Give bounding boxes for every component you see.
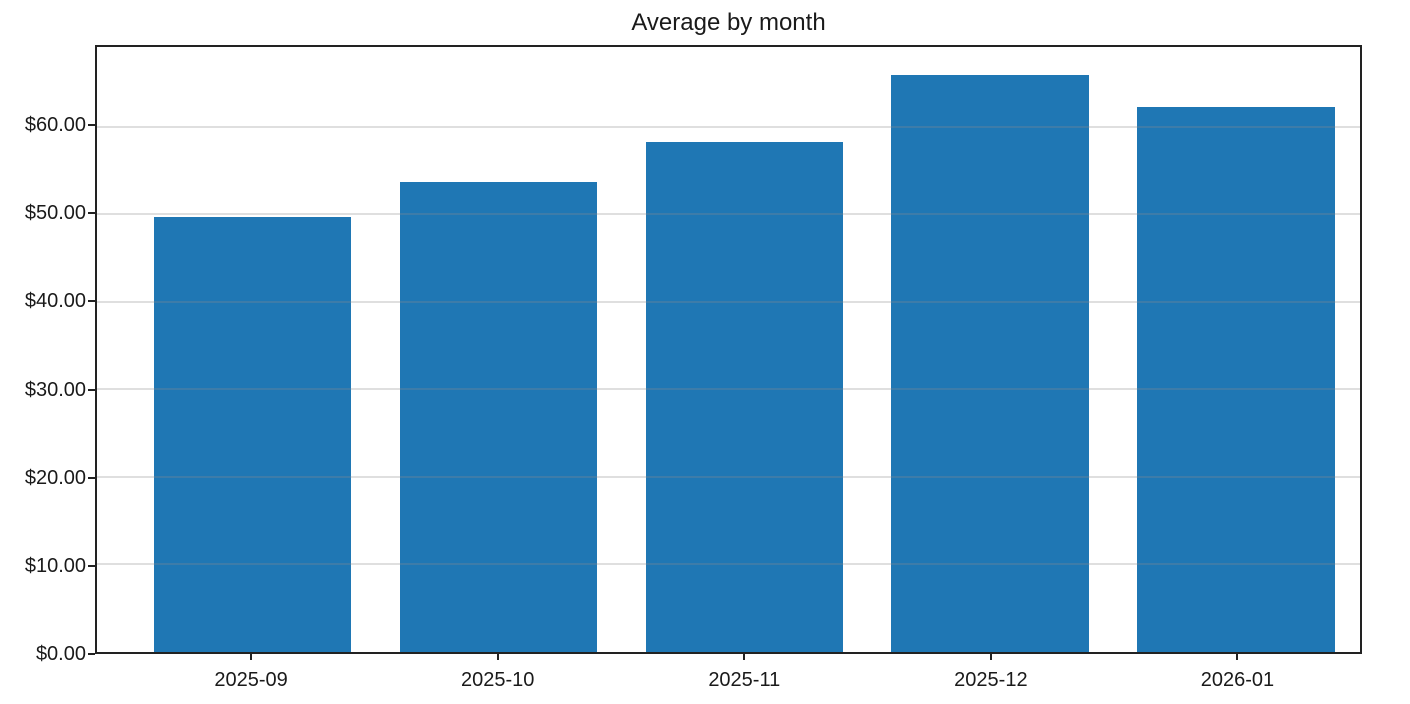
gridline — [97, 475, 1360, 478]
gridline — [97, 563, 1360, 566]
bar — [891, 75, 1089, 652]
x-tick-label: 2025-12 — [954, 669, 1028, 691]
bar — [399, 181, 598, 652]
gridline — [97, 213, 1360, 216]
y-tick-mark — [88, 124, 95, 127]
x-tick-label: 2025-11 — [708, 669, 781, 691]
y-tick-mark — [88, 388, 95, 391]
x-tick-label: 2025-09 — [214, 669, 288, 691]
x-tick-mark — [250, 654, 253, 660]
y-tick-mark — [88, 564, 95, 567]
y-tick-label: $40.00 — [24, 290, 86, 313]
y-tick-mark — [88, 476, 95, 479]
gridline — [97, 300, 1360, 303]
plot-area — [95, 45, 1362, 654]
y-tick-label: $60.00 — [24, 114, 86, 137]
gridline — [97, 125, 1360, 128]
bar — [1137, 107, 1335, 652]
gridline — [97, 388, 1360, 391]
y-tick-mark — [88, 212, 95, 215]
y-tick-label: $0.00 — [35, 643, 86, 665]
y-tick-mark — [88, 653, 95, 655]
x-tick-mark — [496, 654, 499, 660]
bar — [645, 141, 843, 652]
y-tick-label: $50.00 — [24, 202, 86, 225]
x-tick-label: 2025-10 — [460, 669, 535, 691]
y-tick-label: $20.00 — [24, 466, 86, 489]
x-tick-mark — [743, 654, 746, 660]
chart-title: Average by month — [631, 9, 826, 36]
y-tick-mark — [88, 300, 95, 303]
y-tick-label: $10.00 — [24, 554, 86, 577]
bar — [153, 216, 352, 652]
y-tick-label: $30.00 — [24, 378, 86, 401]
x-tick-mark — [1236, 654, 1239, 660]
x-tick-mark — [989, 654, 992, 660]
x-tick-label: 2026-01 — [1200, 669, 1275, 691]
